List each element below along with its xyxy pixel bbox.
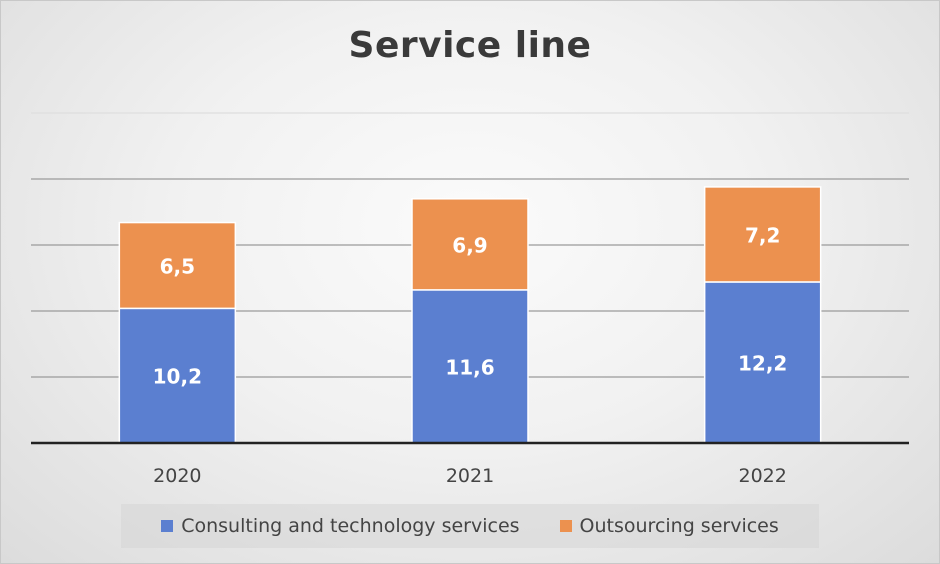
data-label-2021-series-1: 6,9 [452,233,487,257]
data-label-2020-series-0: 10,2 [153,365,202,389]
bars [118,186,822,444]
bar-2020-series-1 [118,221,237,310]
x-tick-label-2021: 2021 [446,465,494,487]
x-tick-labels: 2020 2021 2022 [153,465,787,487]
bar-2021-series-0 [411,289,529,444]
bar-2020-series-0 [118,307,237,444]
x-tick-label-2020: 2020 [153,465,201,487]
legend-item-consulting: Consulting and technology services [161,515,520,537]
legend: Consulting and technology services Outso… [121,504,819,548]
data-label-2022-series-0: 12,2 [738,351,787,375]
legend-swatch-consulting [161,520,174,532]
legend-label-outsourcing: Outsourcing services [579,515,779,537]
chart-title: Service line [348,25,592,66]
bar-2021-series-1 [411,198,529,291]
bar-2022-series-0 [703,281,822,444]
bar-labels: 10,2 6,5 11,6 6,9 12,2 7,2 [153,223,788,388]
legend-label-consulting: Consulting and technology services [181,515,520,537]
x-tick-label-2022: 2022 [738,465,786,487]
data-label-2020-series-1: 6,5 [160,254,195,278]
bar-2022-series-1 [703,186,822,283]
data-label-2022-series-1: 7,2 [745,223,780,247]
legend-swatch-outsourcing [559,520,572,532]
data-label-2021-series-0: 11,6 [445,355,494,379]
legend-item-outsourcing: Outsourcing services [559,515,779,537]
